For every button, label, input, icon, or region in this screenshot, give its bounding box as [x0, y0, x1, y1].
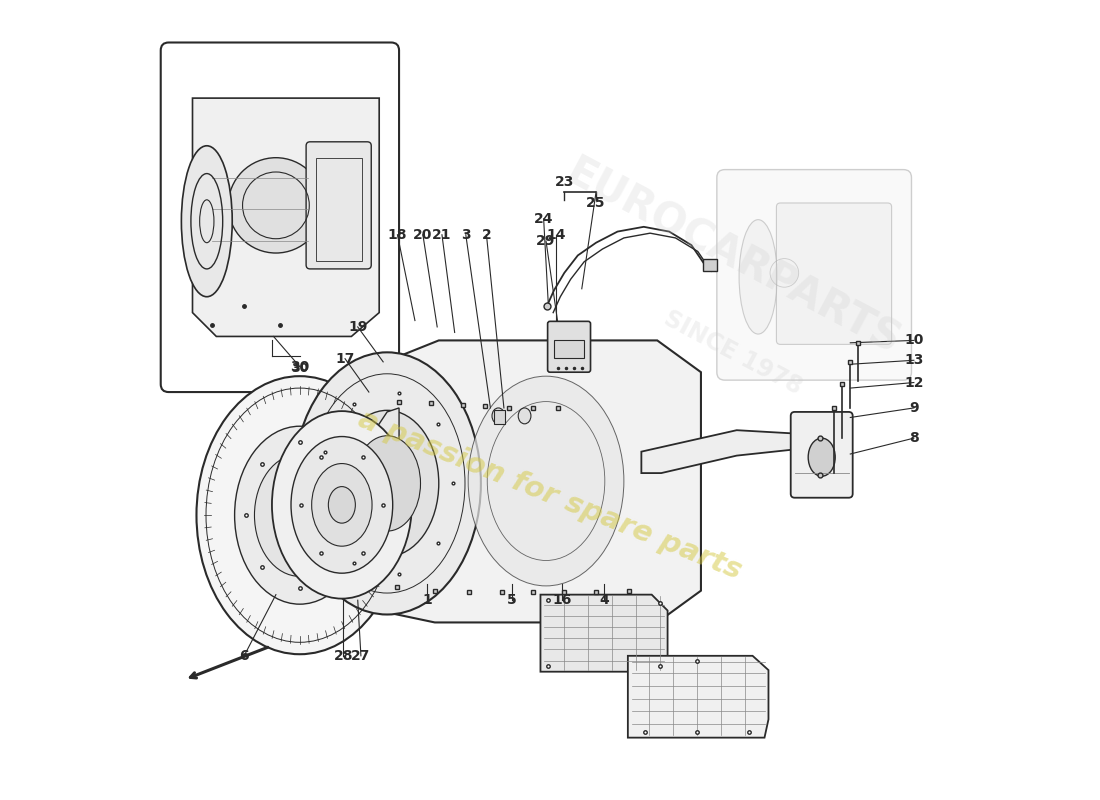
- Text: 13: 13: [904, 354, 924, 367]
- FancyBboxPatch shape: [306, 142, 372, 269]
- Ellipse shape: [329, 486, 355, 523]
- Polygon shape: [628, 656, 769, 738]
- Text: 29: 29: [537, 234, 556, 248]
- Text: 30: 30: [290, 360, 309, 374]
- Text: 6: 6: [240, 649, 249, 663]
- Bar: [316, 158, 362, 261]
- Ellipse shape: [336, 410, 439, 557]
- Bar: [494, 410, 505, 424]
- Ellipse shape: [354, 436, 420, 531]
- Ellipse shape: [808, 438, 835, 476]
- Ellipse shape: [518, 408, 531, 424]
- Text: 9: 9: [909, 401, 918, 415]
- Ellipse shape: [197, 376, 403, 654]
- Polygon shape: [372, 408, 399, 444]
- Text: 21: 21: [432, 228, 452, 242]
- Ellipse shape: [279, 486, 320, 544]
- Text: 27: 27: [351, 649, 371, 663]
- Ellipse shape: [294, 352, 481, 614]
- Ellipse shape: [739, 220, 778, 334]
- Ellipse shape: [311, 463, 372, 546]
- Ellipse shape: [234, 426, 365, 604]
- FancyBboxPatch shape: [717, 170, 912, 380]
- Text: 3: 3: [461, 228, 471, 242]
- FancyBboxPatch shape: [161, 42, 399, 392]
- Polygon shape: [192, 98, 380, 337]
- Text: a passion for spare parts: a passion for spare parts: [354, 406, 746, 586]
- Text: 12: 12: [904, 375, 924, 390]
- Text: 20: 20: [414, 228, 432, 242]
- Text: 25: 25: [586, 196, 606, 210]
- Text: 1: 1: [422, 594, 431, 607]
- Bar: [554, 341, 584, 358]
- Ellipse shape: [182, 146, 232, 297]
- Ellipse shape: [229, 158, 323, 253]
- Text: 23: 23: [554, 174, 574, 189]
- Ellipse shape: [492, 408, 505, 424]
- Text: 4: 4: [600, 594, 609, 607]
- Ellipse shape: [292, 437, 393, 573]
- Text: 8: 8: [909, 431, 918, 445]
- Text: 18: 18: [387, 228, 407, 242]
- Ellipse shape: [254, 454, 345, 576]
- Text: 14: 14: [547, 228, 567, 242]
- Text: 17: 17: [336, 352, 354, 366]
- Text: 16: 16: [552, 594, 572, 607]
- Polygon shape: [540, 594, 668, 672]
- Text: 19: 19: [348, 320, 367, 334]
- Text: 2: 2: [482, 228, 492, 242]
- FancyBboxPatch shape: [777, 203, 892, 344]
- Text: SINCE 1978: SINCE 1978: [660, 306, 806, 399]
- Text: EUROCARPARTS: EUROCARPARTS: [559, 151, 907, 363]
- Ellipse shape: [272, 411, 411, 598]
- FancyBboxPatch shape: [548, 322, 591, 372]
- Text: 28: 28: [333, 649, 353, 663]
- Polygon shape: [360, 341, 701, 622]
- Text: 30: 30: [292, 362, 308, 375]
- Polygon shape: [641, 430, 796, 473]
- Text: 5: 5: [507, 594, 517, 607]
- Bar: [703, 258, 717, 271]
- Text: 10: 10: [904, 334, 924, 347]
- FancyBboxPatch shape: [791, 412, 852, 498]
- Text: 24: 24: [534, 212, 553, 226]
- Ellipse shape: [469, 376, 624, 586]
